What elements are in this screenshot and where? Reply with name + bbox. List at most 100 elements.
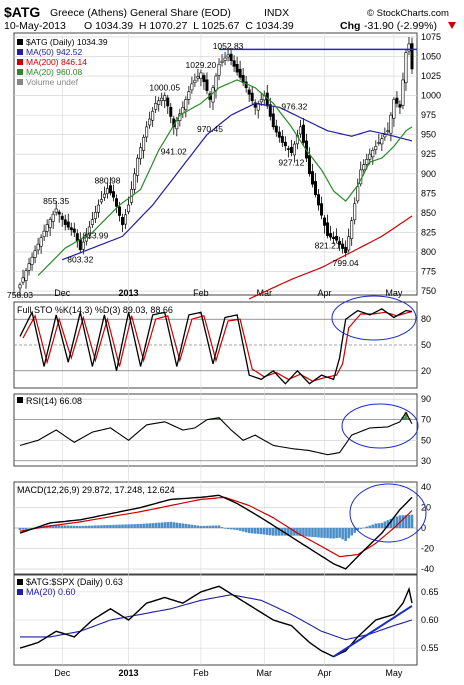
macd-histogram-bar — [103, 525, 106, 528]
candle-body — [335, 235, 339, 241]
candle-body — [75, 233, 79, 242]
stoch-y-tick: 80 — [421, 314, 431, 324]
macd-histogram-bar — [57, 525, 61, 528]
macd-histogram-bar — [202, 525, 206, 528]
macd-histogram-bar — [383, 521, 387, 528]
price-annotation: 758.03 — [7, 290, 33, 300]
price-y-tick: 825 — [421, 227, 436, 237]
watermark: © StockCharts.com — [367, 8, 449, 19]
stoch-y-tick: 20 — [421, 366, 431, 376]
candle-body — [323, 217, 327, 226]
price-y-tick: 875 — [421, 188, 436, 198]
candle-body — [169, 106, 173, 117]
candle-body — [193, 79, 197, 83]
header-date: 10-May-2013 — [4, 20, 66, 32]
candle-body — [142, 136, 146, 151]
macd-histogram-bar — [368, 525, 372, 528]
macd-histogram-bar — [88, 525, 91, 528]
candle-body — [235, 64, 239, 73]
macd-histogram-bar — [72, 525, 76, 528]
macd-histogram-bar — [142, 523, 145, 528]
price-annotation: 976.32 — [281, 101, 307, 111]
macd-histogram-bar — [326, 528, 329, 539]
macd-histogram-bar — [389, 518, 393, 528]
price-annotation: 941.02 — [161, 147, 187, 157]
legend-swatch — [17, 69, 23, 75]
candle-body — [320, 203, 324, 216]
candle-body — [344, 246, 348, 254]
macd-histogram-bar — [211, 525, 215, 528]
legend-swatch — [17, 589, 23, 595]
macd-histogram-bar — [353, 528, 357, 533]
macd-histogram-bar — [112, 524, 115, 528]
candle-body — [289, 146, 293, 153]
candle-body — [99, 199, 103, 203]
macd-y-tick: 0 — [421, 523, 426, 533]
relative-ma-line — [20, 594, 413, 641]
rsi-legend: RSI(14) 66.08 — [26, 396, 82, 406]
macd-histogram-bar — [151, 523, 154, 528]
macd-histogram-bar — [407, 514, 411, 528]
macd-histogram-bar — [118, 524, 121, 528]
candle-body — [226, 54, 230, 58]
macd-histogram-bar — [205, 525, 209, 528]
candle-body — [229, 53, 233, 61]
macd-histogram-bar — [247, 528, 251, 534]
macd-histogram-bar — [223, 528, 227, 529]
price-legend-entry: $ATG (Daily) 1034.39 — [26, 37, 108, 47]
candle-body — [42, 230, 46, 237]
candle-body — [220, 60, 224, 63]
candle-body — [383, 134, 387, 138]
macd-histogram-bar — [235, 528, 239, 531]
macd-histogram-bar — [21, 528, 25, 530]
candle-body — [292, 143, 296, 156]
macd-histogram-bar — [311, 528, 314, 537]
candle-body — [93, 212, 97, 219]
candle-body — [232, 60, 236, 67]
candle-body — [250, 92, 254, 102]
candle-body — [54, 208, 58, 213]
candle-body — [33, 250, 37, 258]
macd-histogram-bar — [371, 524, 375, 528]
bottom-x-tick: Dec — [54, 668, 71, 678]
candle-body — [377, 142, 381, 144]
relative-trendline — [333, 605, 413, 658]
candle-body — [36, 243, 40, 251]
legend-swatch — [17, 39, 23, 45]
price-y-tick: 950 — [421, 130, 436, 140]
macd-legend: MACD(12,26,9) 29.872, 17.248, 12.624 — [17, 485, 175, 495]
candle-body — [329, 233, 333, 238]
macd-histogram-bar — [115, 524, 118, 528]
macd-histogram-bar — [220, 527, 224, 528]
macd-histogram-bar — [296, 528, 299, 536]
macd-histogram-bar — [97, 525, 100, 528]
candle-body — [380, 138, 384, 145]
bottom-x-tick: 2013 — [119, 668, 139, 678]
legend-swatch — [17, 59, 23, 65]
candle-body — [277, 131, 281, 138]
candle-body — [223, 57, 227, 61]
bottom-x-tick: May — [385, 668, 403, 678]
macd-histogram-bar — [106, 525, 109, 528]
bottom-x-tick: Apr — [318, 668, 332, 678]
rsi-y-tick: 50 — [421, 435, 431, 445]
stoch-legend: Full STO %K(14,3) %D(3) 89.03, 88.66 — [17, 305, 173, 315]
macd-histogram-bar — [121, 524, 124, 528]
macd-histogram-bar — [27, 528, 31, 529]
macd-histogram-bar — [109, 524, 112, 528]
price-annotation: 1052.83 — [213, 41, 244, 51]
down-arrow-icon — [448, 22, 456, 29]
macd-histogram-bar — [214, 525, 218, 528]
macd-histogram-bar — [275, 528, 278, 536]
macd-histogram-bar — [133, 524, 136, 528]
candle-body — [371, 150, 375, 158]
candle-body — [63, 219, 67, 225]
candle-body — [202, 75, 206, 83]
price-y-tick: 750 — [421, 286, 436, 296]
candle-body — [280, 136, 284, 143]
candle-body — [157, 100, 161, 106]
highlight-ellipse-macd — [349, 483, 427, 543]
price-y-tick: 1025 — [421, 71, 441, 81]
macd-histogram-bar — [139, 523, 142, 528]
price-y-tick: 1000 — [421, 91, 441, 101]
